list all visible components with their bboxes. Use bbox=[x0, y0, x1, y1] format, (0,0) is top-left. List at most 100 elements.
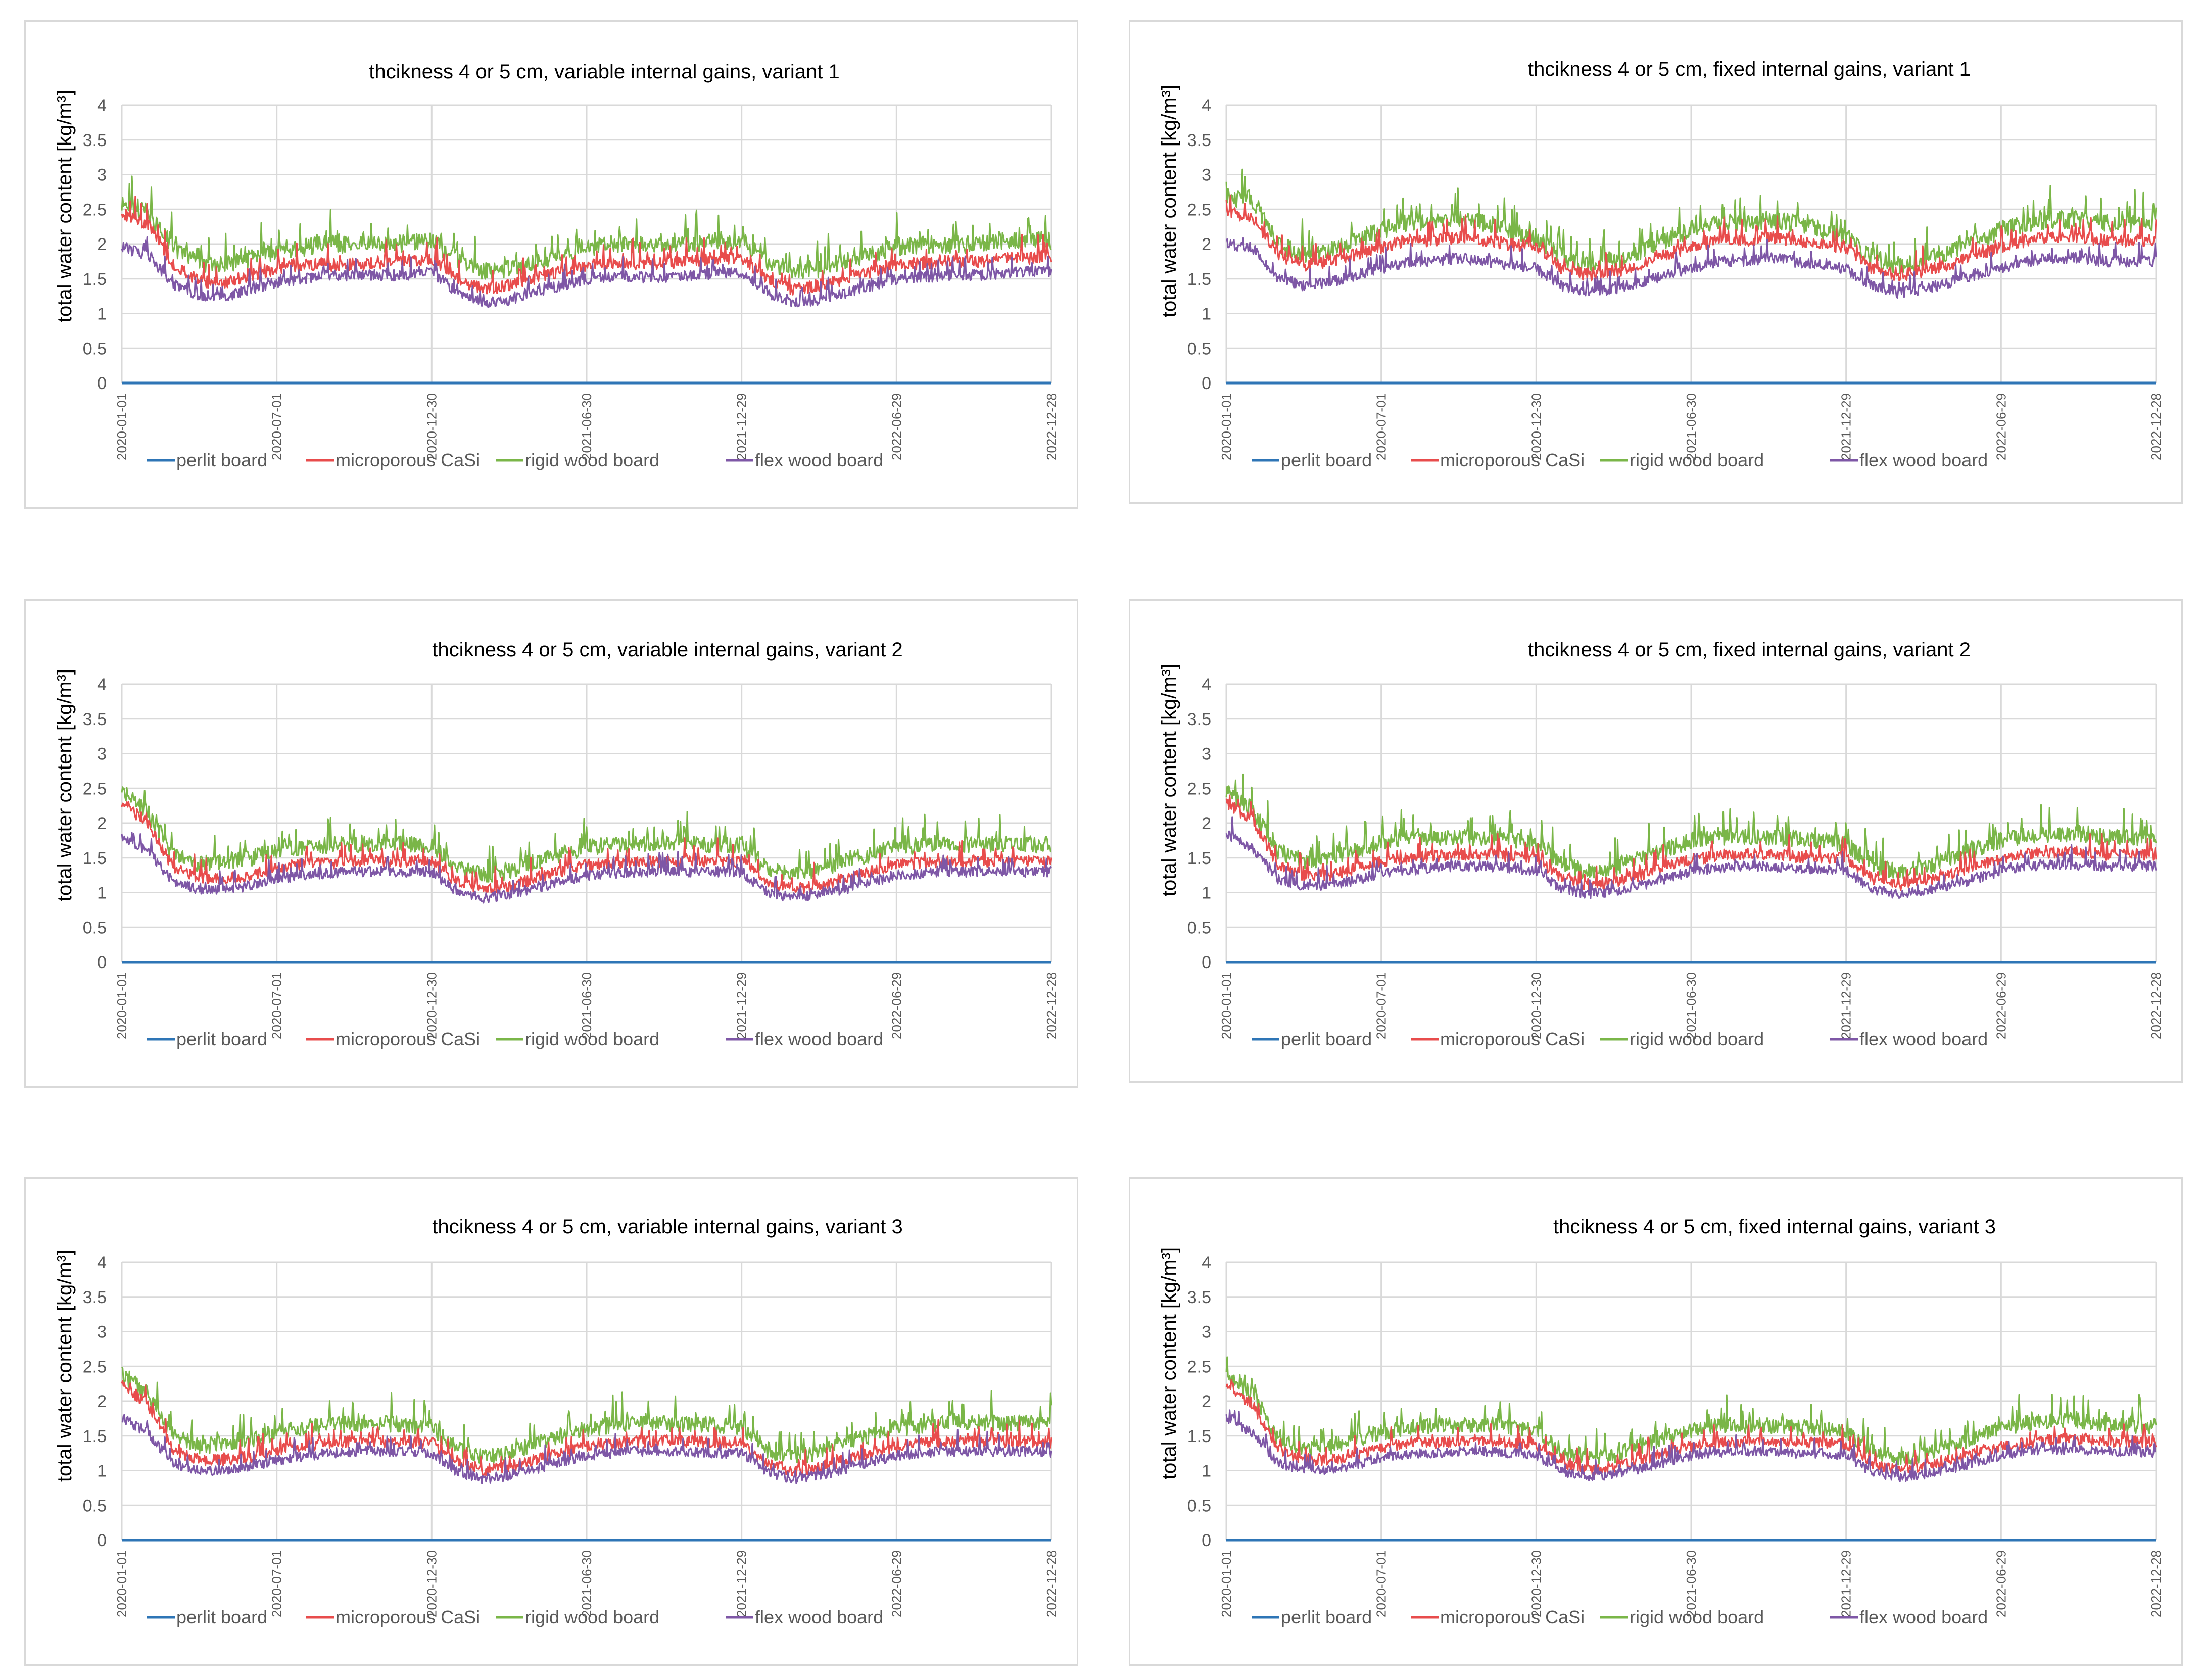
legend-label: microporous CaSi bbox=[336, 1607, 480, 1627]
chart-svg-4: thcikness 4 or 5 cm, fixed internal gain… bbox=[1158, 639, 2164, 1049]
y-tick-label: 0 bbox=[97, 374, 107, 393]
x-tick-label: 2020-12-30 bbox=[1528, 1550, 1544, 1617]
legend-label: microporous CaSi bbox=[1440, 450, 1585, 470]
x-tick-label: 2020-01-01 bbox=[114, 972, 129, 1039]
y-tick-label: 3 bbox=[1202, 745, 1211, 764]
y-tick-label: 0 bbox=[97, 953, 107, 972]
x-tick-labels: 2020-01-01 2020-07-01 2020-12-30 2021-06… bbox=[114, 1550, 1059, 1617]
legend: perlit board microporous CaSi rigid wood… bbox=[1252, 450, 1988, 470]
chart-panel-4: thcikness 4 or 5 cm, fixed internal gain… bbox=[1129, 599, 2183, 1083]
series-line-rigid bbox=[121, 786, 1052, 883]
y-tick-label: 1 bbox=[1202, 884, 1211, 903]
x-tick-label: 2022-06-29 bbox=[889, 972, 904, 1039]
y-tick-label: 0.5 bbox=[1187, 1496, 1211, 1515]
y-tick-labels: 0 0.5 1 1.5 2 2.5 3 3.5 4 bbox=[1187, 675, 1211, 972]
y-tick-label: 1 bbox=[1202, 1462, 1211, 1481]
chart-panel-5: thcikness 4 or 5 cm, variable internal g… bbox=[24, 1177, 1078, 1666]
y-tick-labels: 0 0.5 1 1.5 2 2.5 3 3.5 4 bbox=[1187, 1253, 1211, 1550]
legend-label: flex wood board bbox=[1859, 1607, 1988, 1627]
y-tick-label: 2 bbox=[1202, 814, 1211, 833]
x-tick-label: 2020-07-01 bbox=[1374, 1550, 1389, 1617]
series-line-casi bbox=[121, 801, 1052, 894]
x-tick-label: 2021-06-30 bbox=[579, 393, 594, 460]
y-tick-label: 1 bbox=[1202, 305, 1211, 324]
y-tick-label: 2 bbox=[1202, 1392, 1211, 1411]
y-tick-label: 3 bbox=[1202, 166, 1211, 185]
y-tick-label: 3 bbox=[97, 166, 107, 185]
series-layer bbox=[121, 786, 1052, 964]
legend-label: flex wood board bbox=[1859, 450, 1988, 470]
series-layer bbox=[121, 175, 1052, 385]
y-tick-label: 4 bbox=[97, 96, 107, 115]
y-axis-label: total water content [kg/m³] bbox=[54, 90, 76, 322]
y-tick-label: 3.5 bbox=[1187, 1288, 1211, 1307]
x-tick-label: 2021-12-29 bbox=[1839, 972, 1854, 1039]
chart-svg-6: thcikness 4 or 5 cm, fixed internal gain… bbox=[1158, 1216, 2164, 1627]
legend: perlit board microporous CaSi rigid wood… bbox=[1252, 1029, 1988, 1049]
x-tick-label: 2020-12-30 bbox=[1528, 972, 1544, 1039]
y-tick-label: 0 bbox=[97, 1531, 107, 1550]
y-tick-label: 1 bbox=[97, 884, 107, 903]
y-tick-label: 2 bbox=[97, 1392, 107, 1411]
y-axis-label: total water content [kg/m³] bbox=[1158, 664, 1180, 896]
chart-svg-5: thcikness 4 or 5 cm, variable internal g… bbox=[54, 1216, 1059, 1627]
legend: perlit board microporous CaSi rigid wood… bbox=[147, 1029, 883, 1049]
legend-label: flex wood board bbox=[755, 1029, 883, 1049]
x-tick-labels: 2020-01-01 2020-07-01 2020-12-30 2021-06… bbox=[1219, 972, 2164, 1039]
series-line-rigid bbox=[1225, 773, 2157, 880]
x-tick-labels: 2020-01-01 2020-07-01 2020-12-30 2021-06… bbox=[114, 393, 1059, 460]
y-tick-label: 0 bbox=[1202, 1531, 1211, 1550]
chart-title: thcikness 4 or 5 cm, variable internal g… bbox=[369, 61, 840, 83]
series-line-casi bbox=[121, 196, 1052, 296]
legend-label: rigid wood board bbox=[525, 450, 659, 470]
legend-label: flex wood board bbox=[755, 450, 883, 470]
y-tick-label: 1.5 bbox=[1187, 1427, 1211, 1446]
y-tick-label: 0 bbox=[1202, 953, 1211, 972]
y-tick-label: 1 bbox=[97, 1462, 107, 1481]
x-tick-label: 2020-01-01 bbox=[114, 393, 129, 460]
legend-label: perlit board bbox=[1281, 450, 1372, 470]
series-line-casi bbox=[1225, 794, 2157, 891]
x-tick-label: 2022-06-29 bbox=[1993, 393, 2008, 460]
legend-label: rigid wood board bbox=[525, 1607, 659, 1627]
x-tick-label: 2020-01-01 bbox=[1219, 972, 1234, 1039]
y-tick-label: 2.5 bbox=[1187, 1357, 1211, 1376]
y-tick-label: 0 bbox=[1202, 374, 1211, 393]
y-tick-label: 2 bbox=[97, 814, 107, 833]
x-tick-label: 2020-12-30 bbox=[1528, 393, 1544, 460]
legend-label: rigid wood board bbox=[525, 1029, 659, 1049]
chart-title: thcikness 4 or 5 cm, fixed internal gain… bbox=[1528, 58, 1971, 80]
series-layer bbox=[1225, 1356, 2157, 1542]
legend-label: microporous CaSi bbox=[1440, 1029, 1585, 1049]
x-tick-label: 2021-12-29 bbox=[734, 1550, 749, 1617]
series-line-flex bbox=[1225, 237, 2157, 299]
y-tick-label: 4 bbox=[1202, 1253, 1211, 1272]
series-line-casi bbox=[1225, 194, 2157, 282]
chart-panel-1: thcikness 4 or 5 cm, variable internal g… bbox=[24, 20, 1078, 509]
legend-label: microporous CaSi bbox=[1440, 1607, 1585, 1627]
y-tick-labels: 0 0.5 1 1.5 2 2.5 3 3.5 4 bbox=[83, 675, 107, 972]
y-tick-label: 3.5 bbox=[83, 131, 107, 150]
chart-title: thcikness 4 or 5 cm, variable internal g… bbox=[432, 1216, 903, 1238]
chart-panel-2: thcikness 4 or 5 cm, fixed internal gain… bbox=[1129, 20, 2183, 504]
legend-label: rigid wood board bbox=[1630, 1607, 1764, 1627]
series-line-rigid bbox=[121, 175, 1052, 280]
chart-title: thcikness 4 or 5 cm, variable internal g… bbox=[432, 639, 903, 661]
y-tick-label: 1.5 bbox=[1187, 270, 1211, 289]
grid-layer bbox=[1225, 1261, 2157, 1541]
chart-svg-1: thcikness 4 or 5 cm, variable internal g… bbox=[54, 61, 1059, 470]
x-tick-label: 2022-06-29 bbox=[889, 393, 904, 460]
legend-label: perlit board bbox=[176, 450, 267, 470]
chart-title: thcikness 4 or 5 cm, fixed internal gain… bbox=[1528, 639, 1971, 661]
chart-panel-3: thcikness 4 or 5 cm, variable internal g… bbox=[24, 599, 1078, 1088]
y-axis-label: total water content [kg/m³] bbox=[1158, 1247, 1180, 1479]
x-tick-label: 2020-07-01 bbox=[269, 972, 284, 1039]
y-tick-label: 0.5 bbox=[83, 918, 107, 937]
legend-label: perlit board bbox=[1281, 1607, 1372, 1627]
legend: perlit board microporous CaSi rigid wood… bbox=[147, 1607, 883, 1627]
series-line-casi bbox=[121, 1380, 1052, 1477]
y-tick-label: 0.5 bbox=[1187, 339, 1211, 358]
y-tick-labels: 0 0.5 1 1.5 2 2.5 3 3.5 4 bbox=[1187, 96, 1211, 393]
legend-label: microporous CaSi bbox=[336, 1029, 480, 1049]
y-tick-label: 2 bbox=[97, 235, 107, 254]
